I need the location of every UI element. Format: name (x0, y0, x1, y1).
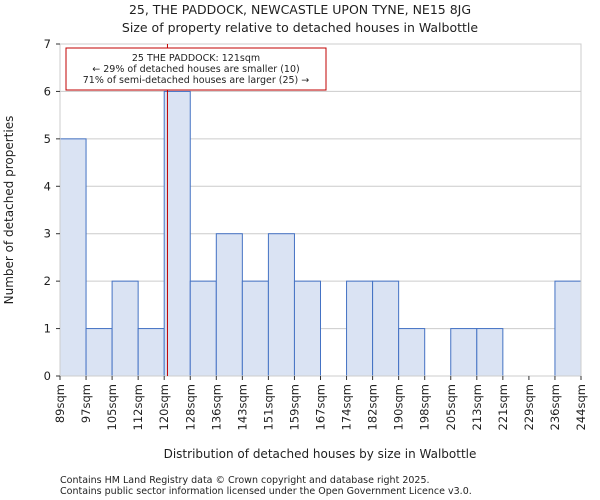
y-tick-label-7: 7 (44, 37, 51, 51)
bar-174sqm (346, 280, 374, 377)
x-tick-label-12: 182sqm (366, 384, 380, 430)
x-tick-label-20: 244sqm (574, 384, 588, 430)
x-tick-label-2: 105sqm (105, 384, 119, 430)
bar-97sqm (85, 328, 113, 377)
bar-159sqm (293, 280, 322, 377)
y-tick-label-6: 6 (44, 84, 51, 98)
annotation-line-3: 71% of semi-detached houses are larger (… (83, 75, 310, 86)
bar-236sqm (554, 280, 582, 377)
x-tick-label-6: 136sqm (209, 384, 223, 430)
x-tick-label-3: 112sqm (131, 384, 145, 430)
bar-112sqm (137, 328, 165, 377)
bar-128sqm (189, 280, 217, 377)
x-tick-label-7: 143sqm (235, 384, 249, 430)
x-tick-label-10: 167sqm (314, 384, 328, 430)
x-tick-label-15: 205sqm (444, 384, 458, 430)
footer-line-1: Contains HM Land Registry data © Crown c… (60, 475, 430, 486)
x-tick-label-4: 120sqm (157, 384, 171, 430)
x-tick-label-18: 229sqm (522, 384, 536, 430)
x-axis-label: Distribution of detached houses by size … (164, 447, 477, 461)
bar-105sqm (111, 280, 139, 377)
x-tick-label-11: 174sqm (340, 384, 354, 430)
x-tick-label-14: 198sqm (418, 384, 432, 430)
x-tick-label-13: 190sqm (392, 384, 406, 430)
y-tick-label-4: 4 (44, 179, 51, 193)
x-tick-label-17: 221sqm (496, 384, 510, 430)
bars (59, 90, 582, 377)
x-tick-label-19: 236sqm (548, 384, 562, 430)
bar-151sqm (267, 233, 295, 377)
bar-205sqm (450, 328, 478, 377)
x-tick-label-8: 151sqm (261, 384, 275, 430)
x-tick-label-9: 159sqm (287, 384, 301, 430)
bar-213sqm (476, 328, 504, 377)
y-tick-label-5: 5 (44, 132, 51, 146)
bar-136sqm (215, 233, 243, 377)
x-tick-label-0: 89sqm (53, 384, 67, 423)
y-tick-label-2: 2 (44, 274, 51, 288)
x-tick-label-5: 128sqm (183, 384, 197, 430)
x-tick-label-1: 97sqm (79, 384, 93, 423)
y-tick-label-3: 3 (44, 227, 51, 241)
bar-120sqm (163, 90, 191, 377)
bar-182sqm (372, 280, 400, 377)
chart-title: 25, THE PADDOCK, NEWCASTLE UPON TYNE, NE… (129, 2, 471, 17)
y-axis-label: Number of detached properties (2, 116, 16, 305)
bar-89sqm (59, 138, 87, 377)
bar-190sqm (398, 328, 426, 377)
bar-143sqm (241, 280, 269, 377)
chart-subtitle: Size of property relative to detached ho… (122, 20, 478, 35)
annotation-line-1: 25 THE PADDOCK: 121sqm (132, 53, 260, 64)
y-tick-label-0: 0 (44, 369, 51, 383)
x-axis-ticks: 89sqm 97sqm 105sqm 112sqm 120sqm 128sqm 136sqm… (53, 376, 588, 430)
annotation-box (65, 47, 327, 91)
y-axis-ticks: 0 1 2 3 4 5 6 7 (44, 37, 60, 383)
annotation-line-2: ← 29% of detached houses are smaller (10… (92, 64, 299, 75)
x-tick-label-16: 213sqm (470, 384, 484, 430)
y-tick-label-1: 1 (44, 322, 51, 336)
footer-line-2: Contains public sector information licen… (60, 486, 472, 497)
